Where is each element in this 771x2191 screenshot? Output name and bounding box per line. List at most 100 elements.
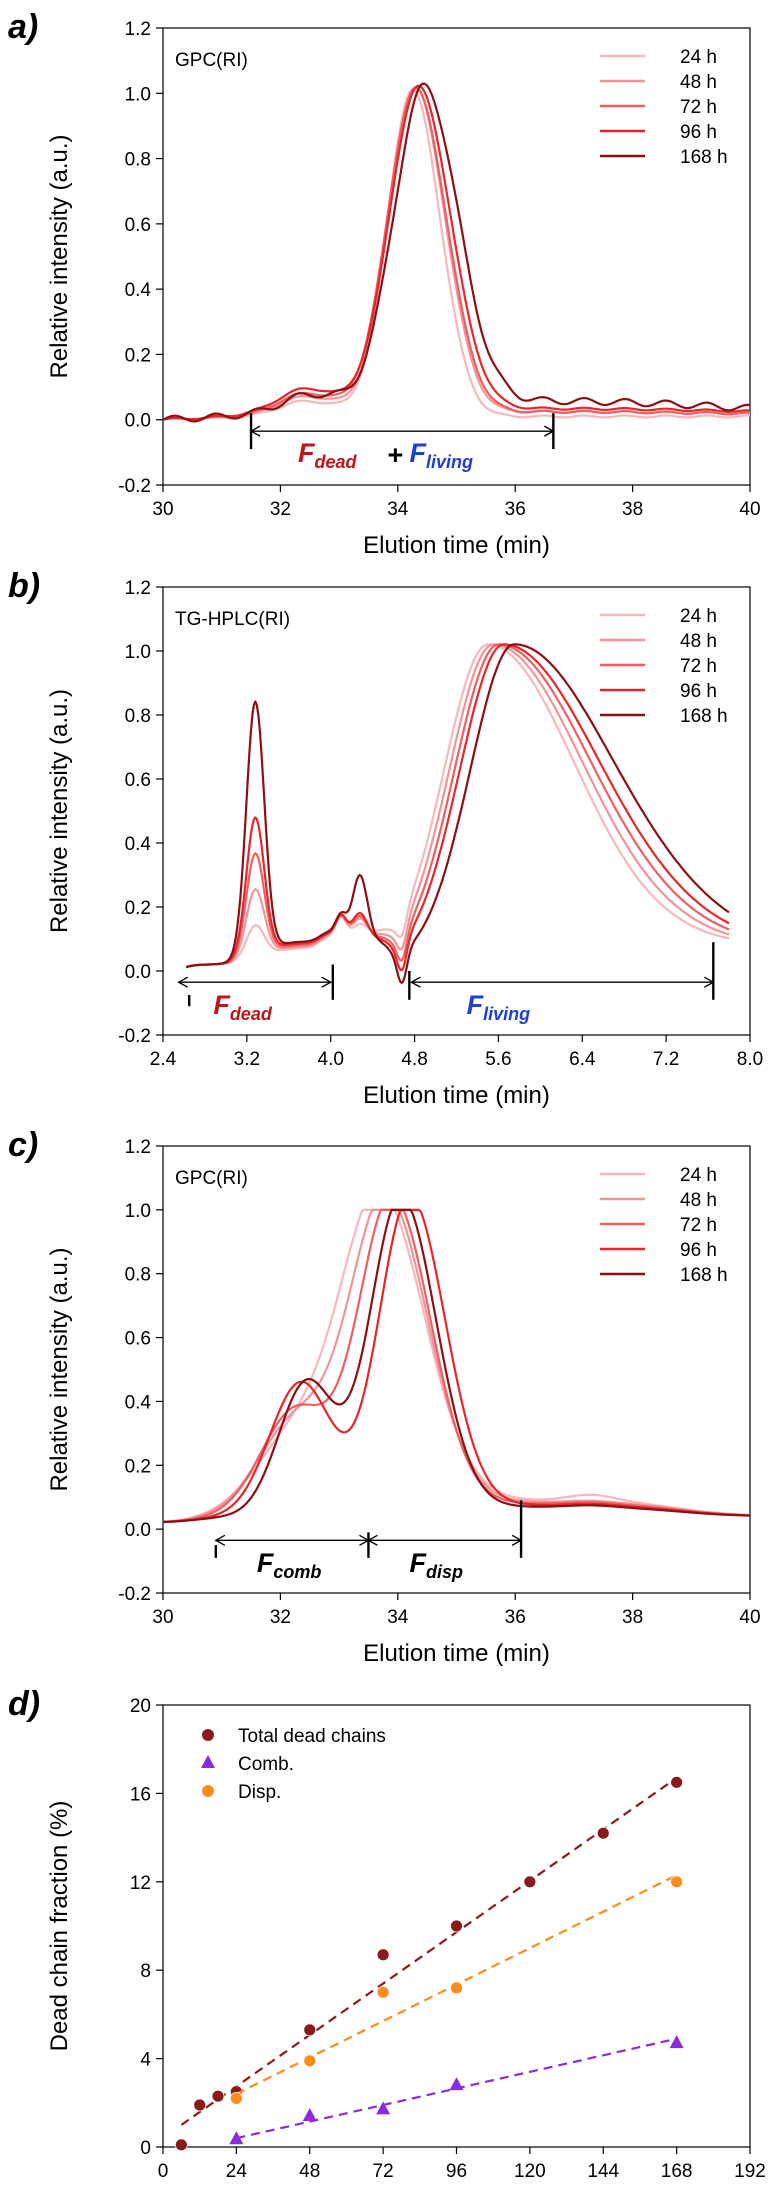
panel-2: 2.4 3.2 4.0 4.8 5.6 6.4 7.2 8.0 -0.2 0.0 0.2 0.4 0.6… <box>8 567 763 1109</box>
x-tick-label: 24 <box>226 2161 248 2182</box>
x-axis-label: Elution time (min) <box>363 1640 550 1667</box>
series-line <box>162 1208 751 1524</box>
y-tick-label: 1.2 <box>125 19 151 40</box>
arrow-head <box>703 976 715 988</box>
legend-entry: 96 h <box>680 122 717 143</box>
x-tick-label: 96 <box>446 2161 467 2182</box>
y-tick-label: 0.0 <box>125 962 151 983</box>
data-point <box>193 2098 207 2112</box>
data-point <box>449 2077 464 2091</box>
x-tick-label: 30 <box>152 499 173 520</box>
arrow-head <box>409 976 421 988</box>
x-tick-label: 32 <box>270 499 291 520</box>
x-tick-label: 38 <box>622 1607 643 1628</box>
arrow-head <box>321 976 333 988</box>
series-line <box>162 84 751 421</box>
y-tick-label: 0.2 <box>125 1456 151 1477</box>
inset-label: TG-HPLC(RI) <box>175 609 290 630</box>
legend-entry: 168 h <box>680 1265 728 1286</box>
fit-line <box>180 1777 678 2126</box>
series-line <box>185 643 730 969</box>
x-axis-label: Elution time (min) <box>363 532 550 559</box>
panel-label: a) <box>8 8 38 46</box>
y-tick-label: 1.2 <box>125 1137 151 1158</box>
panel-4: 024487296120144168192048121620Time (h)De… <box>8 1685 766 2182</box>
series-line <box>185 643 730 985</box>
x-tick-label: 34 <box>387 1607 409 1628</box>
inset-label: GPC(RI) <box>175 1168 248 1189</box>
legend-entry: 72 h <box>680 656 717 677</box>
legend-entry: Comb. <box>238 1754 294 1775</box>
y-tick-label: 16 <box>130 1784 151 1805</box>
y-tick-label: -0.2 <box>118 1584 151 1605</box>
x-tick-label: 36 <box>505 1607 526 1628</box>
data-point <box>211 2089 225 2103</box>
y-tick-label: 0 <box>140 2138 151 2159</box>
data-point <box>450 1981 463 1995</box>
x-tick-label: 72 <box>373 2161 394 2182</box>
y-tick-label: 4 <box>140 2050 151 2071</box>
x-tick-label: 48 <box>299 2161 320 2182</box>
legend-entry: 24 h <box>680 606 717 627</box>
data-point <box>229 2091 243 2105</box>
y-tick-label: 0.4 <box>125 280 152 301</box>
data-point <box>670 1775 684 1789</box>
y-tick-label: 1.0 <box>125 1201 151 1222</box>
x-tick-label: 144 <box>587 2161 619 2182</box>
x-tick-label: 34 <box>387 499 409 520</box>
y-tick-label: 12 <box>130 1873 151 1894</box>
y-tick-label: 0.8 <box>125 150 151 171</box>
y-tick-label: 0.6 <box>125 215 151 236</box>
legend-marker <box>202 1729 214 1741</box>
x-tick-label: 3.2 <box>234 1049 260 1070</box>
legend-entry: 168 h <box>680 147 728 168</box>
panel-1: 30 32 34 36 38 40 -0.2 0.0 0.2 0.4 0.6 0.8 1.0 1.2 Elu… <box>8 8 761 559</box>
fraction-label: Fdisp <box>410 1548 464 1582</box>
x-tick-label: 6.4 <box>569 1049 596 1070</box>
arrow-head <box>249 425 261 437</box>
x-tick-label: 8.0 <box>737 1049 763 1070</box>
data-point <box>450 1919 463 1933</box>
legend-entry: 72 h <box>680 97 717 118</box>
arrow-head <box>511 1534 523 1546</box>
arrow-head <box>177 976 189 988</box>
x-tick-label: 36 <box>505 499 526 520</box>
legend-marker <box>202 1785 214 1797</box>
legend-marker <box>201 1755 215 1768</box>
series-line <box>162 1208 750 1524</box>
x-tick-label: 40 <box>739 499 760 520</box>
y-tick-label: 0.4 <box>125 834 152 855</box>
y-tick-label: 1.2 <box>125 578 151 599</box>
x-tick-label: 120 <box>514 2161 546 2182</box>
y-tick-label: 0.2 <box>125 345 151 366</box>
x-tick-label: 40 <box>739 1607 760 1628</box>
legend-entry: 96 h <box>680 1240 717 1261</box>
y-tick-label: 0.4 <box>125 1392 152 1413</box>
data-point <box>596 1826 610 1840</box>
data-point <box>670 1875 684 1889</box>
y-tick-label: 1.0 <box>125 84 151 105</box>
y-tick-label: 0.0 <box>125 1520 151 1541</box>
arrow-head <box>214 1534 226 1546</box>
fraction-label: Fliving <box>410 438 474 472</box>
y-tick-label: 20 <box>130 1696 151 1717</box>
legend-entry: 96 h <box>680 681 717 702</box>
legend-entry: 48 h <box>680 631 717 652</box>
legend-entry: Disp. <box>238 1782 281 1803</box>
series-line <box>162 1208 750 1523</box>
data-point <box>303 2023 317 2037</box>
x-tick-label: 30 <box>152 1607 173 1628</box>
data-point <box>376 1985 390 1999</box>
series-line <box>185 643 730 969</box>
arrow-head <box>367 1534 378 1546</box>
data-point <box>669 2035 684 2049</box>
legend-entry: 168 h <box>680 706 728 727</box>
panel-label: c) <box>8 1126 38 1164</box>
series-line <box>185 643 730 969</box>
y-tick-label: 8 <box>140 1961 151 1982</box>
series-line <box>162 88 750 421</box>
panel-label: b) <box>8 567 40 605</box>
data-point <box>302 2108 317 2122</box>
legend-entry: 72 h <box>680 1215 717 1236</box>
